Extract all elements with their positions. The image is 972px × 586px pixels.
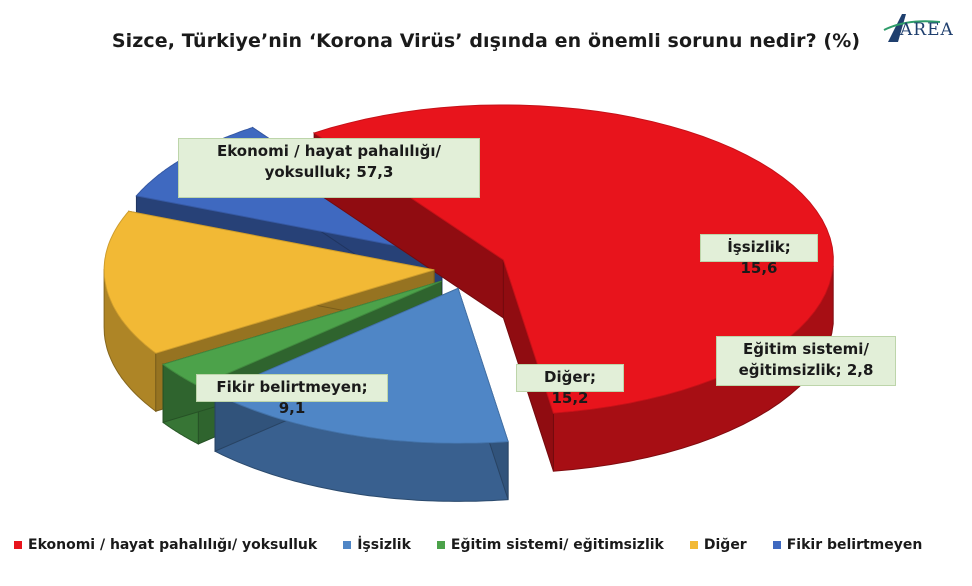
legend-swatch-issizlik [343, 541, 352, 549]
legend-label-ekonomi: Ekonomi / hayat pahalılığı/ yoksulluk [28, 537, 318, 553]
area-logo-icon [883, 14, 941, 42]
chart-legend: Ekonomi / hayat pahalılığı/ yoksulluk İş… [14, 533, 964, 557]
data-label-issizlik-line1: İşsizlik; 15,6 [727, 238, 791, 277]
area-logo: AREA [880, 8, 970, 48]
legend-item-issizlik: İşsizlik [343, 537, 411, 553]
data-label-egitim-line2: eğitimsizlik; 2,8 [738, 361, 874, 379]
data-label-egitim: Eğitim sistemi/ eğitimsizlik; 2,8 [716, 336, 896, 386]
data-label-issizlik: İşsizlik; 15,6 [700, 234, 818, 277]
slice-issizlik [213, 287, 509, 444]
data-label-fikir-line1: Fikir belirtmeyen; 9,1 [216, 378, 368, 417]
legend-item-egitim: Eğitim sistemi/ eğitimsizlik [436, 537, 664, 553]
legend-label-diger: Diğer [703, 537, 747, 553]
data-label-ekonomi: Ekonomi / hayat pahalılığı/ yoksulluk; 5… [178, 138, 480, 198]
data-label-diger-line1: Diğer; 15,2 [544, 368, 596, 407]
legend-swatch-ekonomi [14, 541, 22, 549]
legend-swatch-diger [689, 541, 698, 549]
legend-swatch-egitim [436, 541, 445, 549]
legend-item-diger: Diğer [689, 537, 747, 553]
legend-item-fikir: Fikir belirtmeyen [772, 537, 923, 553]
legend-label-fikir: Fikir belirtmeyen [786, 537, 923, 553]
data-label-ekonomi-line1: Ekonomi / hayat pahalılığı/ [216, 142, 442, 160]
data-label-egitim-line1: Eğitim sistemi/ [743, 340, 869, 358]
data-label-ekonomi-line2: yoksulluk; 57,3 [264, 163, 394, 181]
data-label-fikir: Fikir belirtmeyen; 9,1 [196, 374, 388, 417]
slice-egitim [162, 280, 442, 387]
chart-title: Sizce, Türkiye’nin ‘Korona Virüs’ dışınd… [111, 30, 861, 52]
legend-swatch-fikir [772, 541, 781, 549]
area-logo-text: AREA [900, 20, 954, 40]
legend-label-issizlik: İşsizlik [357, 537, 411, 553]
data-label-diger: Diğer; 15,2 [516, 364, 624, 407]
legend-item-ekonomi: Ekonomi / hayat pahalılığı/ yoksulluk [14, 537, 317, 553]
legend-label-egitim: Eğitim sistemi/ eğitimsizlik [450, 537, 664, 553]
slice-diger [103, 210, 435, 354]
